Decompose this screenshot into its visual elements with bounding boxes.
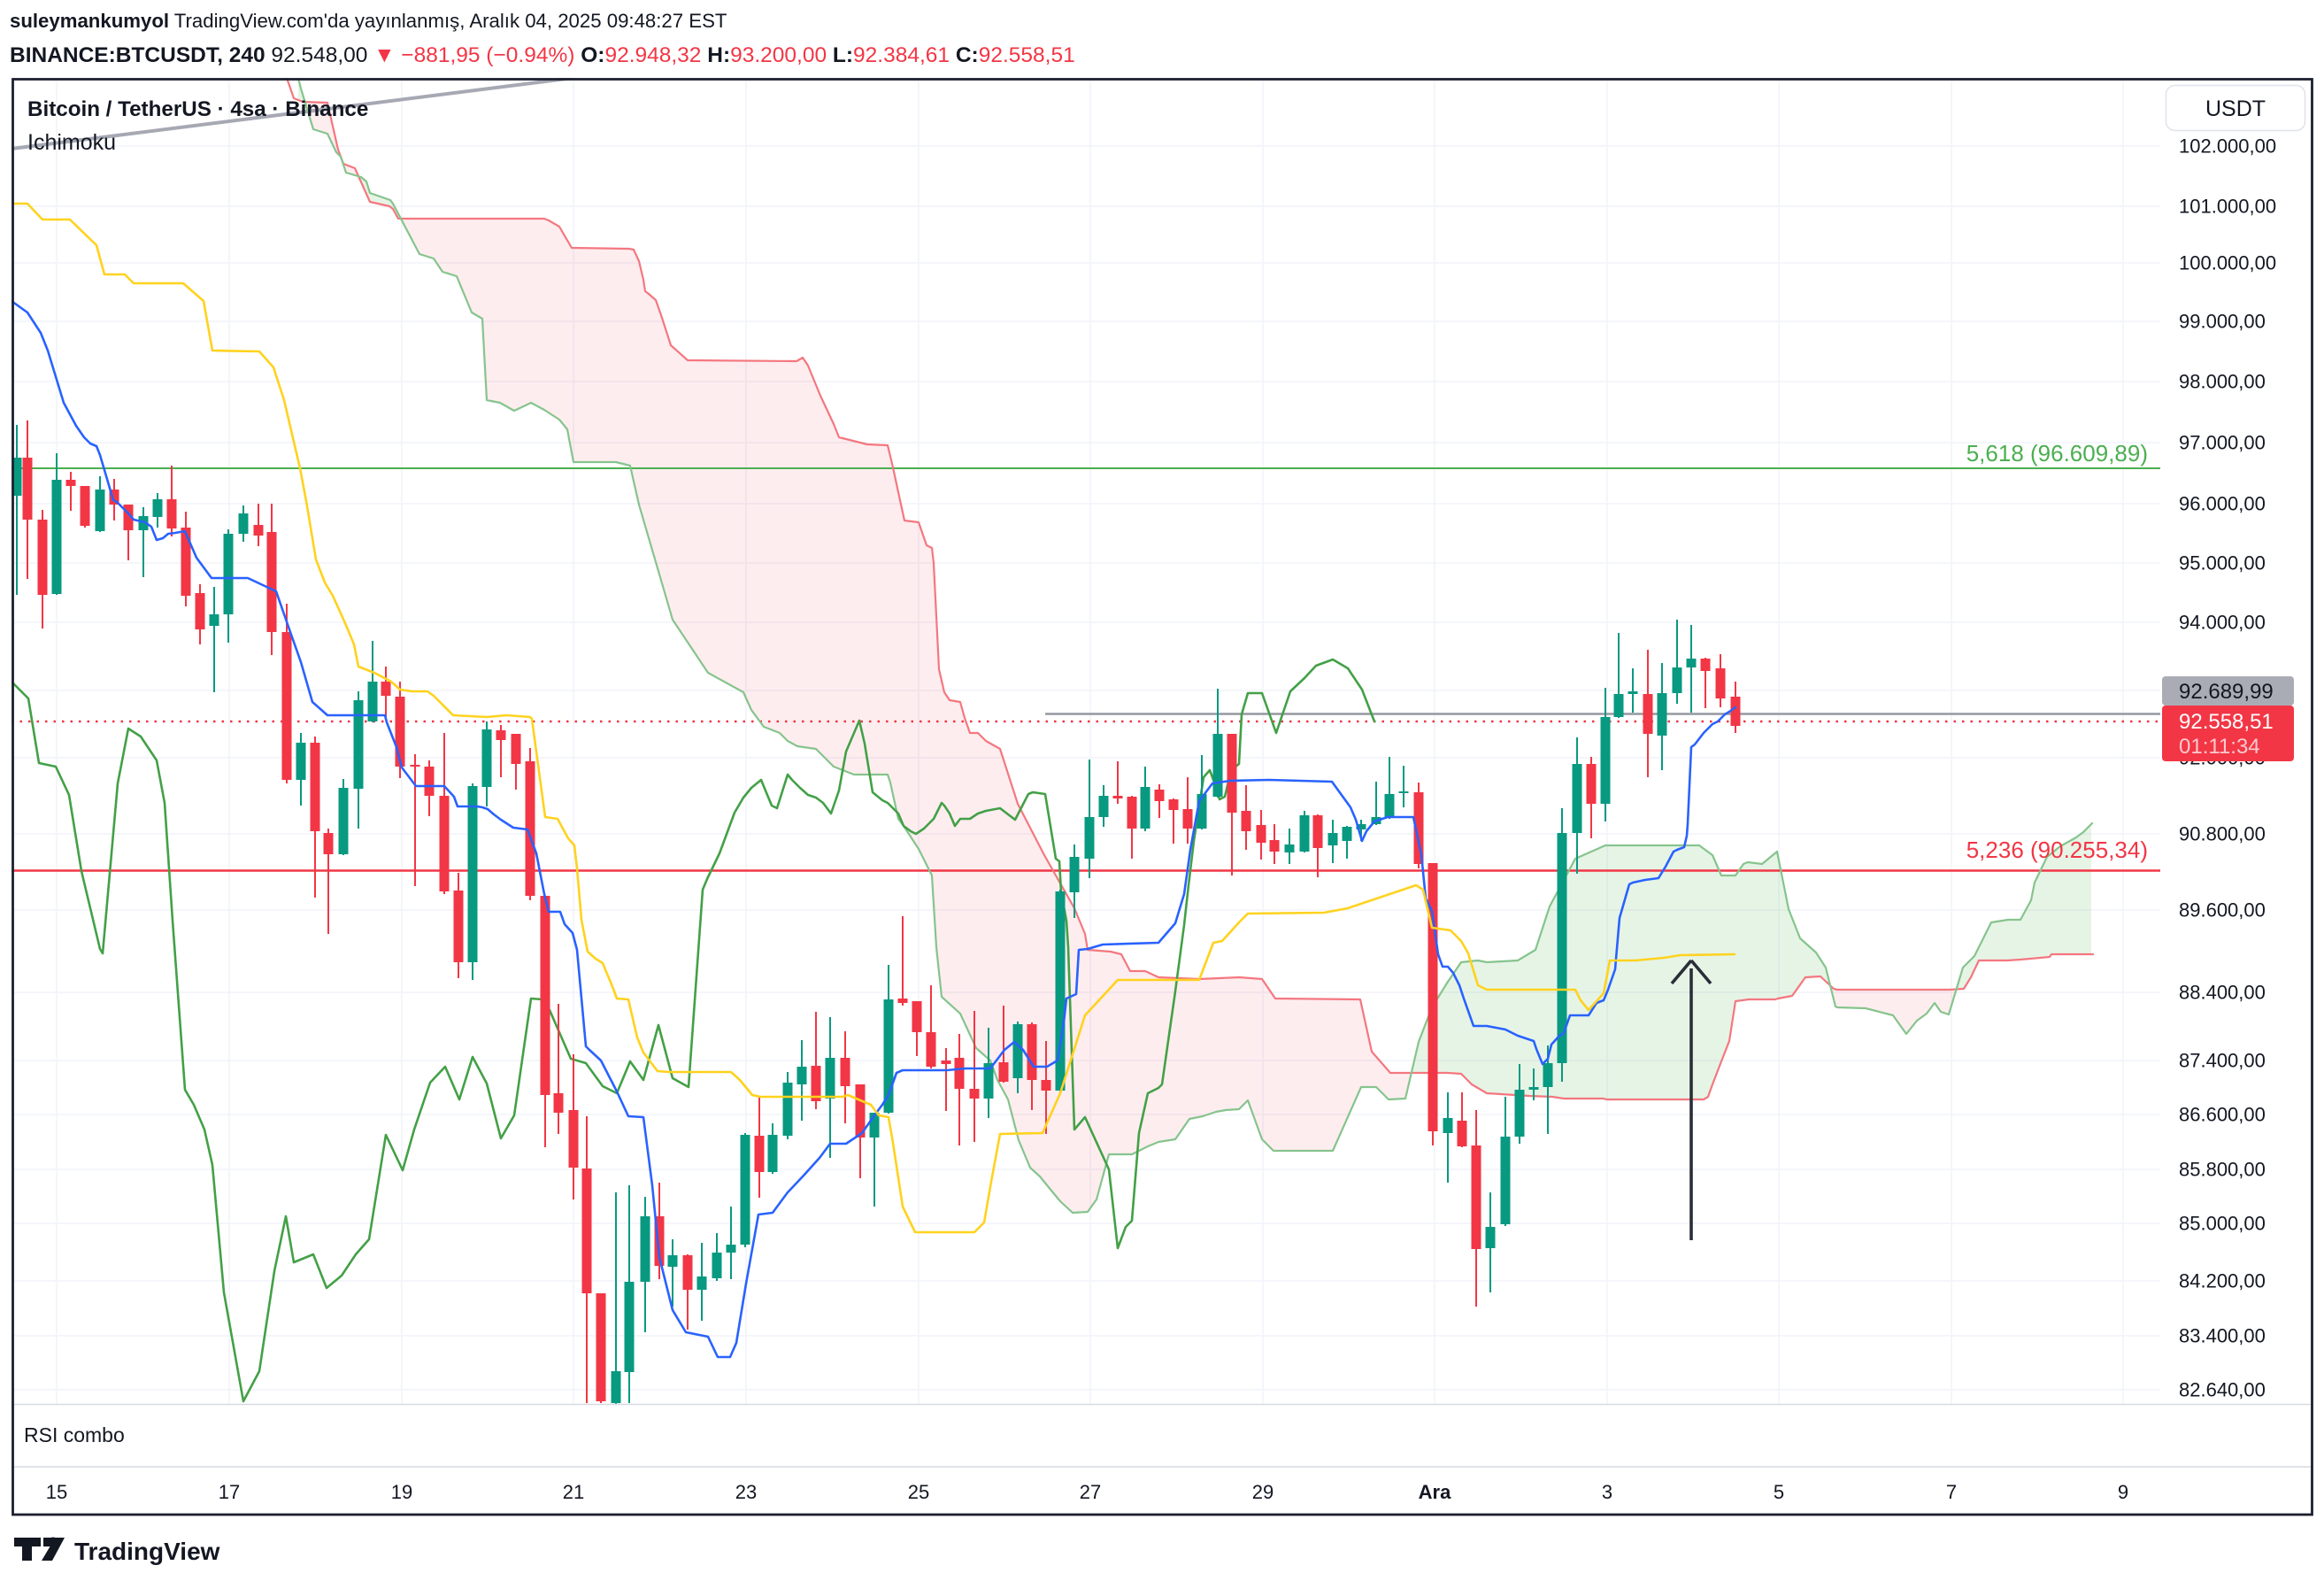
svg-text:RSI combo: RSI combo bbox=[24, 1423, 125, 1446]
svg-text:27: 27 bbox=[1080, 1481, 1101, 1503]
svg-text:BINANCE:BTCUSDT, 240 92.548,00: BINANCE:BTCUSDT, 240 92.548,00 ▼ −881,95… bbox=[10, 43, 1075, 67]
svg-text:19: 19 bbox=[391, 1481, 412, 1503]
svg-text:01:11:34: 01:11:34 bbox=[2179, 735, 2260, 759]
svg-text:5,618 (96.609,89): 5,618 (96.609,89) bbox=[1966, 440, 2148, 467]
svg-text:83.400,00: 83.400,00 bbox=[2179, 1325, 2266, 1347]
svg-text:85.000,00: 85.000,00 bbox=[2179, 1213, 2266, 1235]
svg-text:90.800,00: 90.800,00 bbox=[2179, 823, 2266, 845]
svg-text:5,236 (90.255,34): 5,236 (90.255,34) bbox=[1966, 837, 2148, 863]
svg-text:87.400,00: 87.400,00 bbox=[2179, 1050, 2266, 1072]
svg-text:5: 5 bbox=[1774, 1481, 1784, 1503]
svg-text:85.800,00: 85.800,00 bbox=[2179, 1159, 2266, 1181]
svg-text:84.200,00: 84.200,00 bbox=[2179, 1270, 2266, 1292]
svg-text:102.000,00: 102.000,00 bbox=[2179, 135, 2276, 158]
svg-text:100.000,00: 100.000,00 bbox=[2179, 252, 2276, 274]
svg-text:99.000,00: 99.000,00 bbox=[2179, 311, 2266, 333]
svg-text:USDT: USDT bbox=[2205, 96, 2266, 121]
svg-text:3: 3 bbox=[1602, 1481, 1612, 1503]
svg-text:88.400,00: 88.400,00 bbox=[2179, 982, 2266, 1004]
svg-text:92.689,99: 92.689,99 bbox=[2179, 680, 2274, 704]
svg-text:7: 7 bbox=[1946, 1481, 1957, 1503]
svg-text:25: 25 bbox=[908, 1481, 929, 1503]
svg-text:9: 9 bbox=[2118, 1481, 2128, 1503]
svg-text:TradingView: TradingView bbox=[74, 1538, 220, 1565]
svg-text:21: 21 bbox=[563, 1481, 584, 1503]
svg-text:96.000,00: 96.000,00 bbox=[2179, 493, 2266, 515]
svg-text:89.600,00: 89.600,00 bbox=[2179, 899, 2266, 922]
svg-text:Bitcoin / TetherUS · 4sa · Bin: Bitcoin / TetherUS · 4sa · Binance bbox=[27, 97, 368, 121]
svg-text:98.000,00: 98.000,00 bbox=[2179, 371, 2266, 393]
svg-text:92.558,51: 92.558,51 bbox=[2179, 710, 2274, 734]
svg-text:17: 17 bbox=[219, 1481, 240, 1503]
svg-text:Ara: Ara bbox=[1419, 1481, 1451, 1503]
svg-text:29: 29 bbox=[1252, 1481, 1274, 1503]
svg-text:23: 23 bbox=[735, 1481, 757, 1503]
svg-text:94.000,00: 94.000,00 bbox=[2179, 612, 2266, 634]
svg-text:101.000,00: 101.000,00 bbox=[2179, 196, 2276, 218]
svg-text:suleymankumyol TradingView.com: suleymankumyol TradingView.com'da yayınl… bbox=[10, 10, 727, 32]
svg-text:95.000,00: 95.000,00 bbox=[2179, 552, 2266, 575]
svg-text:15: 15 bbox=[46, 1481, 67, 1503]
svg-text:86.600,00: 86.600,00 bbox=[2179, 1104, 2266, 1126]
svg-text:97.000,00: 97.000,00 bbox=[2179, 432, 2266, 454]
svg-text:Ichimoku: Ichimoku bbox=[27, 130, 116, 155]
svg-text:82.640,00: 82.640,00 bbox=[2179, 1379, 2266, 1401]
